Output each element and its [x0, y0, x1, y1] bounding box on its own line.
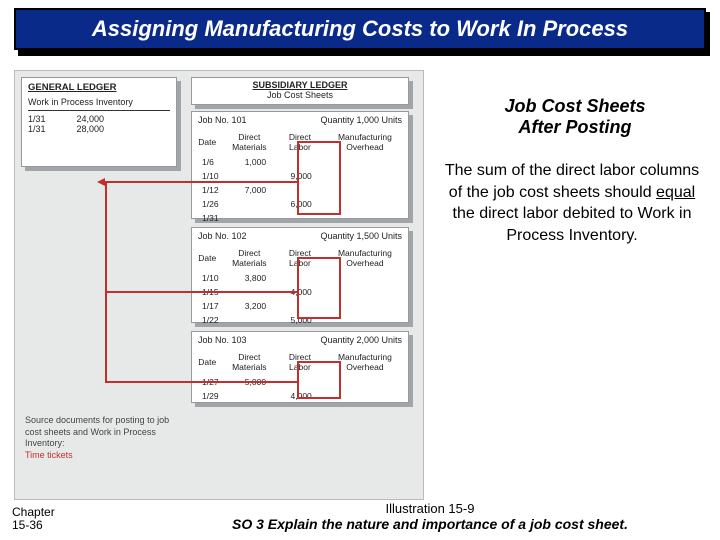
arrow-vertical — [105, 181, 107, 381]
dl-highlight-101 — [297, 141, 341, 215]
slide-title: Assigning Manufacturing Costs to Work In… — [14, 8, 706, 50]
dl-highlight-102 — [297, 257, 341, 319]
side-body-post: the direct labor debited to Work in Proc… — [453, 205, 692, 244]
job-head: Job No. 102Quantity 1,500 Units — [192, 228, 408, 244]
subsidiary-ledger-header: SUBSIDIARY LEDGER Job Cost Sheets — [191, 77, 409, 105]
chapter-page: Chapter 15-36 — [12, 506, 55, 532]
source-documents-note: Source documents for posting to job cost… — [21, 411, 177, 466]
arrow-head-icon — [97, 178, 105, 186]
gl-row: 1/3124,000 — [28, 114, 170, 124]
gl-row: 1/3128,000 — [28, 124, 170, 134]
job-head: Job No. 103Quantity 2,000 Units — [192, 332, 408, 348]
side-body: The sum of the direct labor columns of t… — [444, 160, 700, 246]
title-text: Assigning Manufacturing Costs to Work In… — [92, 16, 628, 41]
sl-header-l1: SUBSIDIARY LEDGER — [192, 80, 408, 90]
arrow-101 — [105, 181, 297, 183]
chapter-label: Chapter — [12, 505, 55, 519]
sl-header-l2: Job Cost Sheets — [192, 90, 408, 100]
job-head: Job No. 101Quantity 1,000 Units — [192, 112, 408, 128]
src-text: Source documents for posting to job cost… — [25, 415, 169, 448]
general-ledger-box: GENERAL LEDGER Work in Process Inventory… — [21, 77, 177, 167]
gl-account: Work in Process Inventory — [28, 97, 170, 107]
title-box: Assigning Manufacturing Costs to Work In… — [14, 8, 706, 50]
gl-heading: GENERAL LEDGER — [28, 82, 170, 93]
dl-highlight-103 — [297, 361, 341, 399]
footer-caption: Illustration 15-9 SO 3 Explain the natur… — [160, 501, 700, 532]
illustration-label: Illustration 15-9 — [160, 501, 700, 516]
chapter-number: 15-36 — [12, 518, 43, 532]
side-title-l1: Job Cost Sheets — [504, 96, 645, 116]
ledger-illustration: GENERAL LEDGER Work in Process Inventory… — [14, 70, 424, 500]
arrow-103 — [105, 381, 297, 383]
study-objective: SO 3 Explain the nature and importance o… — [232, 516, 628, 532]
side-title: Job Cost Sheets After Posting — [450, 96, 700, 138]
gl-rule — [28, 110, 170, 111]
src-item: Time tickets — [25, 450, 73, 460]
side-body-underline: equal — [656, 184, 695, 201]
arrow-102 — [105, 291, 297, 293]
side-title-l2: After Posting — [518, 117, 631, 137]
